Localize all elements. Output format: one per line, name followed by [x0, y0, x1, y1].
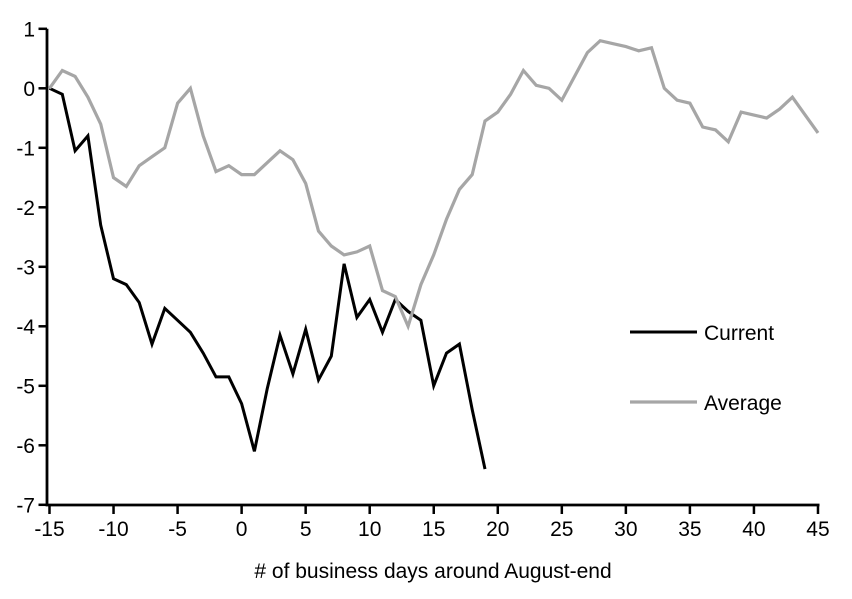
- y-tick-label: 1: [23, 19, 35, 42]
- x-tick-label: 5: [300, 518, 312, 541]
- x-tick-label: 35: [678, 518, 701, 541]
- x-tick-label: 30: [614, 518, 637, 541]
- tick-marks: [38, 27, 820, 514]
- x-tick-label: 25: [550, 518, 573, 541]
- axes: [45, 28, 820, 507]
- y-tick-label: -6: [16, 435, 35, 458]
- y-tick-label: -1: [16, 138, 35, 161]
- series-lines: [48, 38, 820, 470]
- y-tick-label: -2: [16, 197, 35, 220]
- legend-label-current: Current: [704, 322, 774, 345]
- x-tick-label: 15: [422, 518, 445, 541]
- y-tick-label: -3: [16, 257, 35, 280]
- x-tick-label: 20: [486, 518, 509, 541]
- y-tick-label: -4: [16, 316, 35, 339]
- x-tick-label: 40: [742, 518, 765, 541]
- x-tick-label: -5: [168, 518, 187, 541]
- x-tick-label: 10: [358, 518, 381, 541]
- legend: Current Average: [630, 322, 782, 415]
- x-tick-label: 0: [236, 518, 248, 541]
- series-line-current: [48, 86, 487, 470]
- legend-label-average: Average: [704, 392, 782, 415]
- x-tick-label: -10: [98, 518, 128, 541]
- x-tick-label: -15: [34, 518, 64, 541]
- y-tick-label: -5: [16, 376, 35, 399]
- x-tick-label: 45: [806, 518, 829, 541]
- series-line-average: [48, 38, 820, 331]
- tick-labels: 10-1-2-3-4-5-6-7-15 -10 -5 0 5 10 15 20 25 30 35 40…: [16, 19, 829, 541]
- y-tick-label: 0: [23, 78, 35, 101]
- axis-lines: [45, 28, 820, 507]
- x-axis-title: # of business days around August-end: [254, 560, 611, 583]
- y-tick-label: -7: [16, 495, 35, 518]
